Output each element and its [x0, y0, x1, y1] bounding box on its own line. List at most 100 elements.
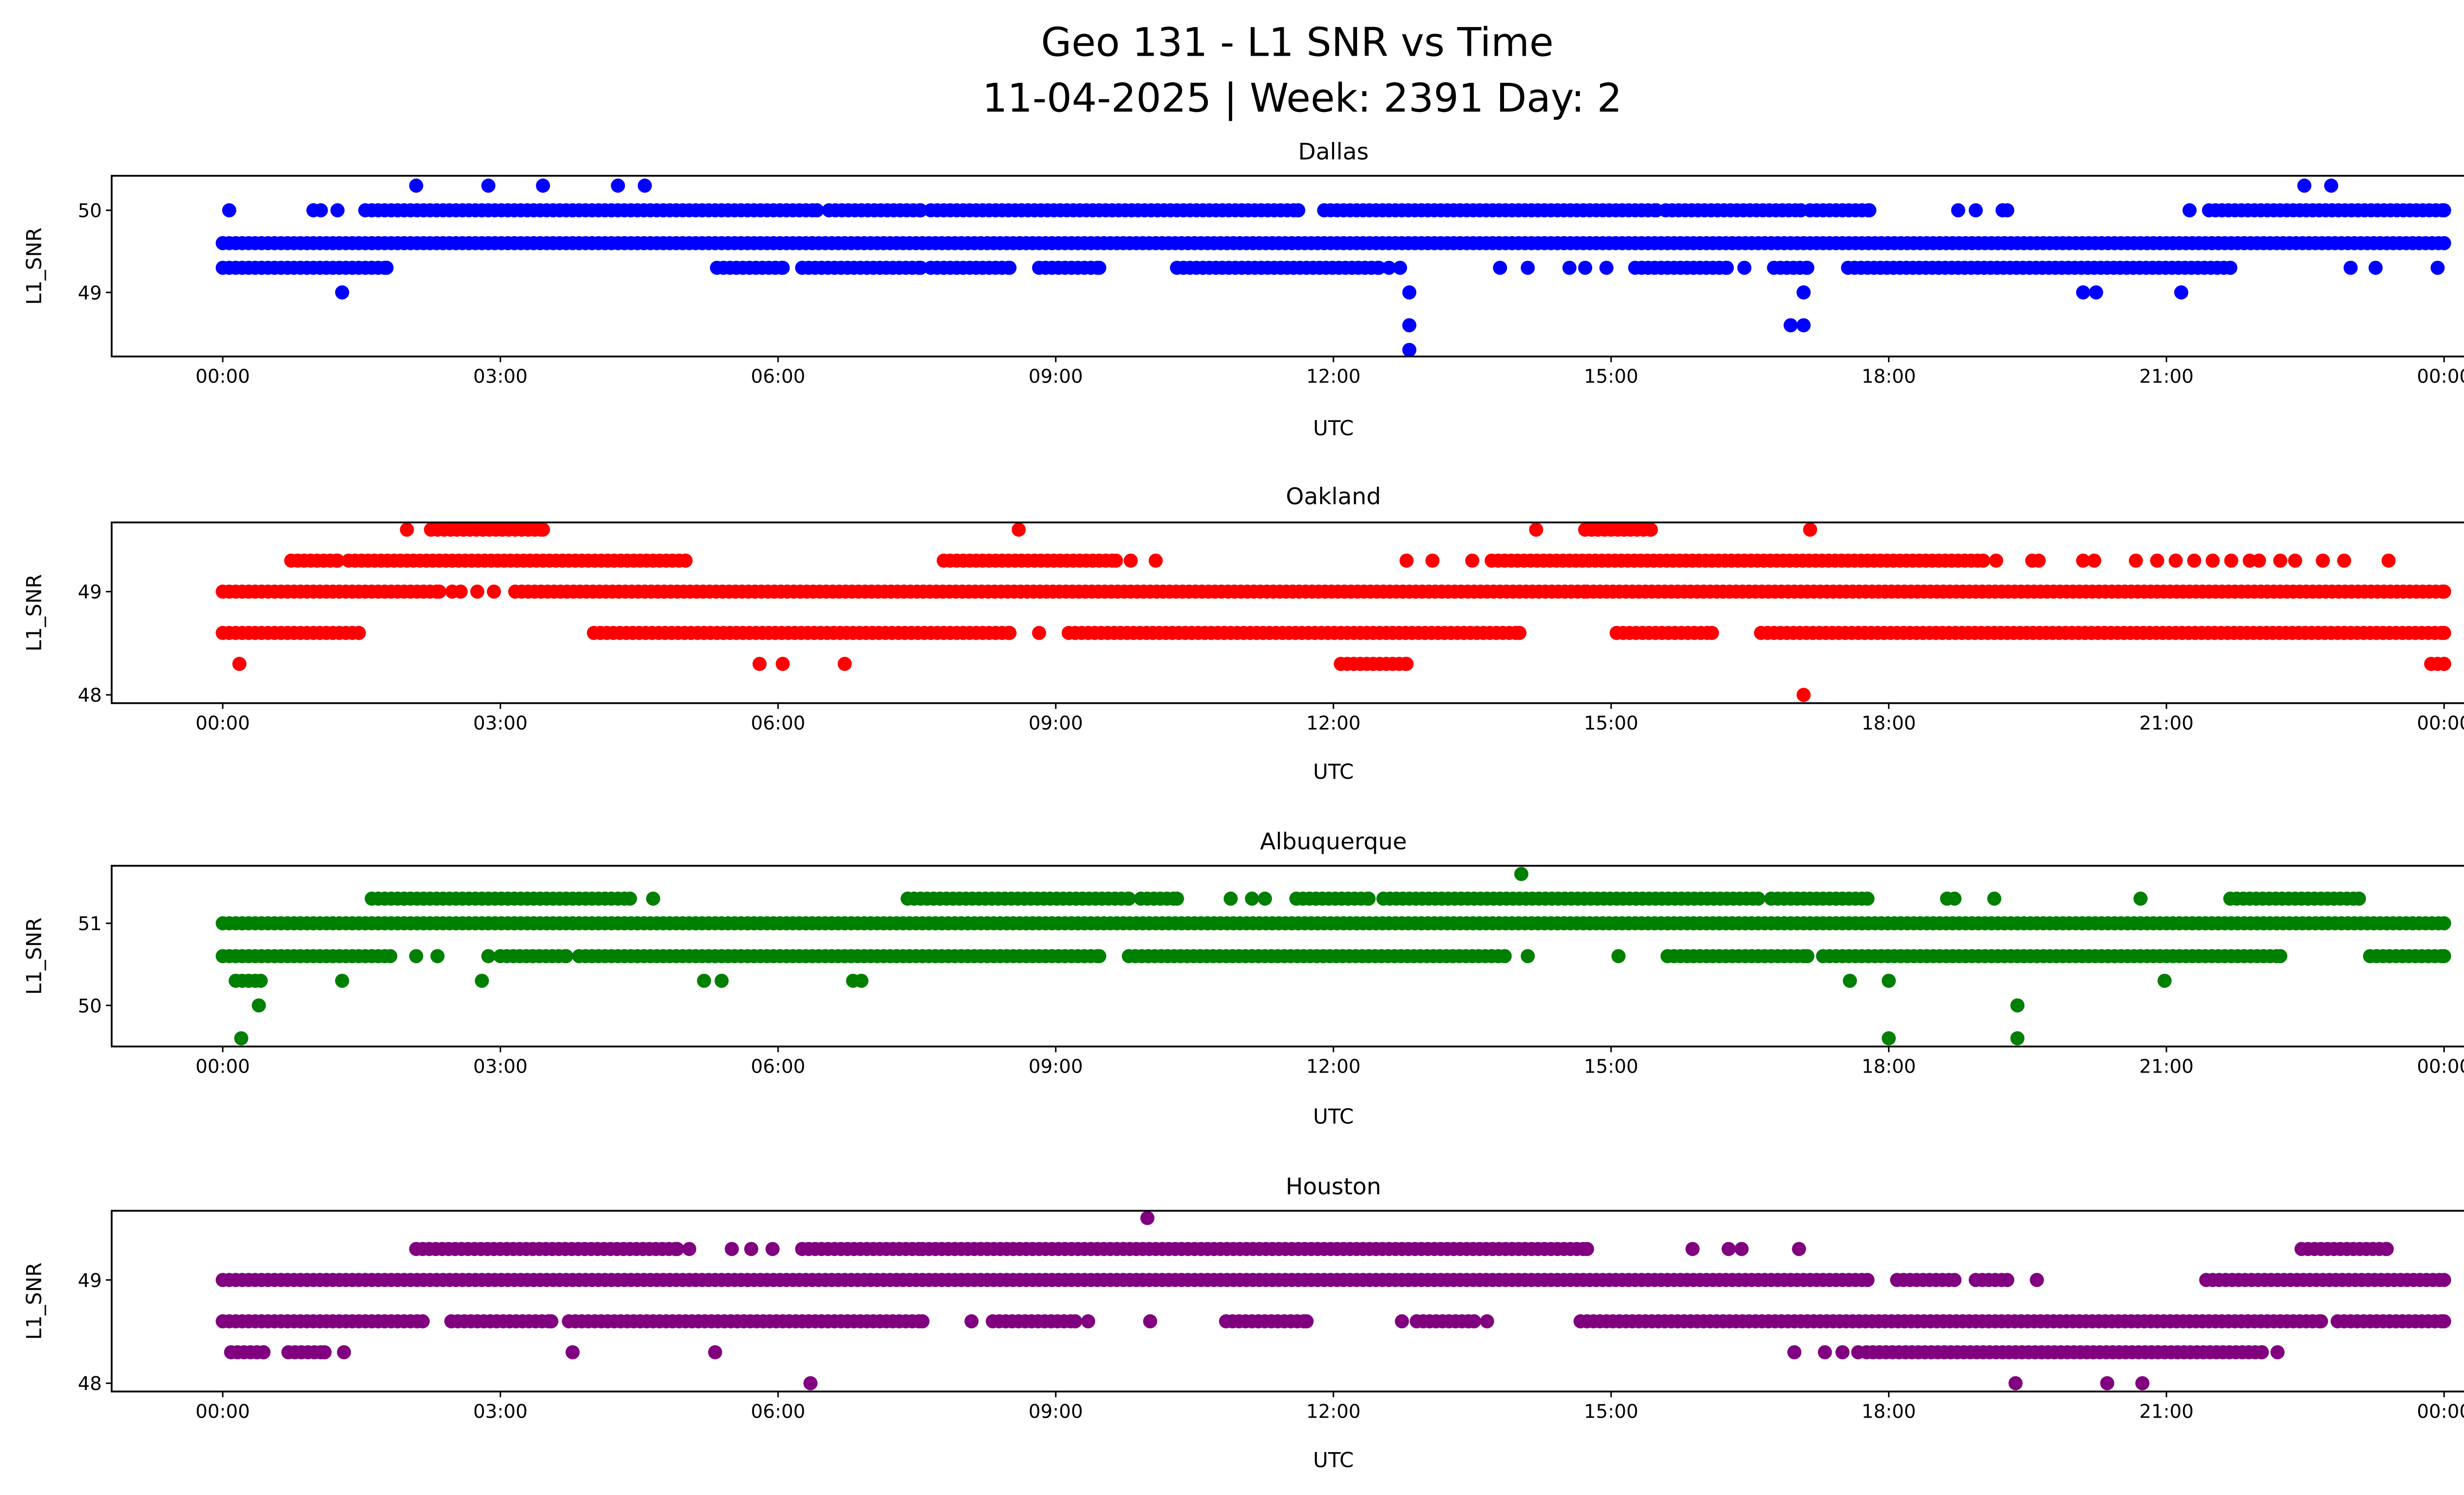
data-point [1402, 318, 1417, 333]
data-point [1467, 1314, 1481, 1328]
data-point [854, 973, 869, 988]
scatter-series-oakland [215, 522, 2451, 702]
data-point [1800, 949, 1814, 964]
scatter-series-houston [215, 1211, 2451, 1391]
data-point [2437, 949, 2451, 964]
x-tick-label: 00:00 [2417, 1400, 2464, 1423]
x-tick-label: 18:00 [1862, 712, 1916, 734]
data-point [559, 949, 574, 964]
data-point [611, 178, 625, 193]
panel-title: Houston [1286, 1174, 1381, 1200]
data-point [2297, 178, 2312, 193]
data-point [1512, 626, 1527, 640]
data-point [1399, 657, 1414, 671]
x-tick-label: 03:00 [473, 366, 527, 388]
data-point [2437, 203, 2451, 217]
x-tick-label: 00:00 [196, 1400, 250, 1423]
panel-oakland: Oakland UTC L1_SNR 00:00 03:00 06:00 09:00 1… [22, 484, 2464, 784]
data-point [2337, 554, 2352, 568]
data-point [2343, 260, 2358, 275]
data-point [708, 1345, 722, 1359]
y-axis-label: L1_SNR [22, 1262, 46, 1340]
data-point [1989, 554, 2003, 568]
snr-level-row [409, 178, 2338, 193]
data-point [409, 178, 423, 193]
data-point [253, 973, 268, 988]
x-tick-label: 18:00 [1862, 1055, 1916, 1078]
x-tick-label: 15:00 [1584, 1400, 1638, 1423]
data-point [1947, 891, 1962, 906]
data-point [1402, 285, 1417, 300]
x-tick-label: 12:00 [1306, 366, 1361, 388]
data-point [1258, 891, 1272, 906]
data-point [964, 1314, 979, 1328]
data-point [2100, 1376, 2115, 1391]
x-tick-label: 12:00 [1306, 1055, 1361, 1078]
data-point [251, 998, 266, 1013]
data-point [1800, 260, 1814, 275]
data-point [1140, 1211, 1155, 1225]
x-tick-label: 09:00 [1028, 1400, 1083, 1423]
data-point [724, 1242, 739, 1256]
data-point [1843, 973, 1857, 988]
data-point [409, 949, 423, 964]
x-tick-label: 15:00 [1584, 1055, 1638, 1078]
data-point [475, 973, 489, 988]
data-point [222, 203, 237, 217]
x-tick-label: 21:00 [2139, 712, 2193, 734]
data-point [1480, 1314, 1494, 1328]
data-point [2168, 554, 2183, 568]
data-point [1882, 1031, 1896, 1045]
data-point [536, 178, 550, 193]
x-tick-label: 12:00 [1306, 1400, 1361, 1423]
snr-level-row [232, 657, 2451, 671]
data-point [2270, 1345, 2285, 1359]
snr-level-row [335, 285, 2189, 300]
scatter-series-albuquerque [215, 867, 2451, 1045]
data-point [744, 1242, 758, 1256]
data-point [1520, 949, 1535, 964]
data-point [2008, 1376, 2023, 1391]
data-point [1796, 318, 1811, 333]
data-point [313, 203, 328, 217]
data-point [2010, 1031, 2025, 1045]
panel-albuquerque: Albuquerque UTC L1_SNR 00:00 03:00 06:00 09… [22, 829, 2464, 1129]
data-point [2368, 260, 2383, 275]
data-point [1361, 891, 1376, 906]
x-tick-label: 18:00 [1862, 1400, 1916, 1423]
data-point [2379, 1242, 2394, 1256]
data-point [430, 949, 445, 964]
data-point [1399, 554, 1414, 568]
snr-level-row [215, 236, 2451, 250]
data-point [330, 203, 345, 217]
y-tick-label: 50 [78, 200, 102, 222]
data-point [1032, 626, 1046, 640]
data-point [2273, 554, 2288, 568]
data-point [1796, 285, 1811, 300]
data-point [2381, 554, 2396, 568]
data-point [1143, 1314, 1158, 1328]
data-point [2437, 584, 2451, 599]
data-point [330, 554, 345, 568]
data-point [565, 1345, 580, 1359]
snr-level-row [215, 260, 2445, 275]
x-tick-label: 18:00 [1862, 366, 1916, 388]
data-point [2087, 554, 2102, 568]
snr-level-row [234, 1031, 2025, 1045]
x-axis-label: UTC [1313, 416, 1354, 440]
data-point [415, 1314, 430, 1328]
snr-level-row [1402, 318, 1811, 333]
data-point [2133, 891, 2148, 906]
data-point [1299, 1314, 1314, 1328]
data-point [400, 522, 414, 537]
data-point [544, 1314, 559, 1328]
data-point [682, 1242, 696, 1256]
data-point [1737, 260, 1752, 275]
axes-frame [110, 522, 2464, 704]
data-point [1520, 260, 1535, 275]
data-point [1371, 260, 1386, 275]
x-axis-label: UTC [1313, 1105, 1354, 1129]
snr-level-row [365, 891, 2366, 906]
data-point [1721, 1242, 1736, 1256]
x-tick-label: 21:00 [2139, 1055, 2193, 1078]
